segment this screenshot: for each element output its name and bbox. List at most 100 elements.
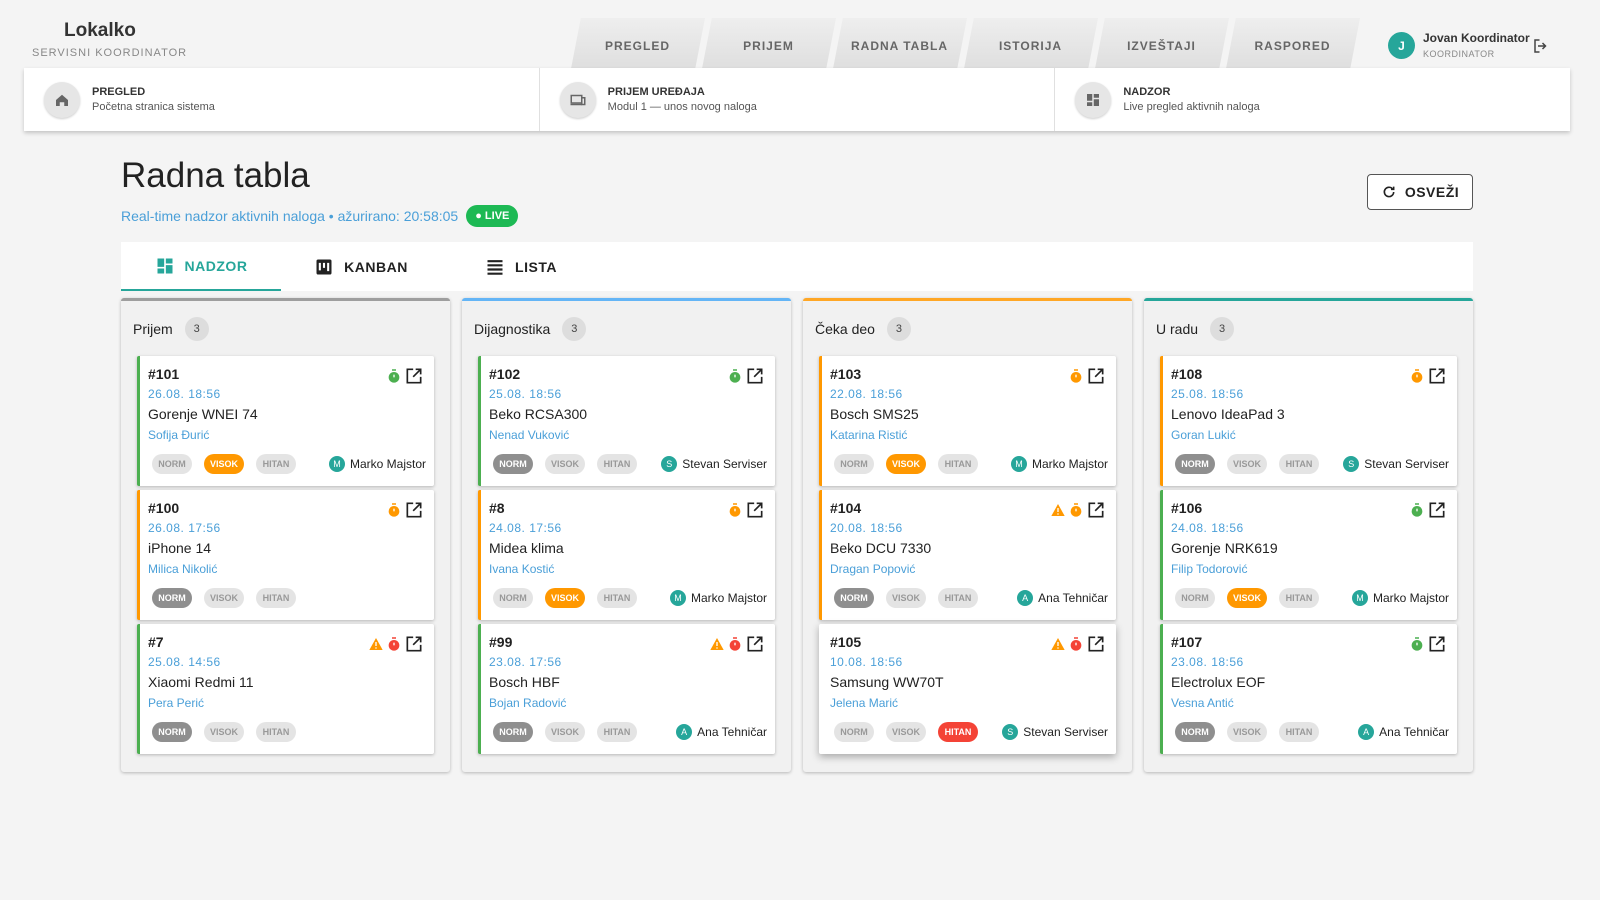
view-tab[interactable]: NADZOR <box>121 242 281 291</box>
nav-item[interactable]: PREGLED <box>570 18 705 74</box>
view-tab[interactable]: KANBAN <box>281 242 441 291</box>
work-order-card[interactable]: #105 10.08. 18:56 Samsung WW70T Jelena Mari… <box>819 624 1116 754</box>
assignee-initial: M <box>669 590 686 606</box>
priority-chip[interactable]: VISOK <box>204 454 244 474</box>
priority-chip[interactable]: HITAN <box>597 722 637 742</box>
priority-chip[interactable]: VISOK <box>886 588 926 608</box>
shortcut[interactable]: NADZOR Live pregled aktivnih naloga <box>1055 68 1570 131</box>
priority-chip[interactable]: VISOK <box>545 588 585 608</box>
work-order-card[interactable]: #106 24.08. 18:56 Gorenje NRK619 Filip Todo… <box>1160 490 1457 620</box>
priority-chip[interactable]: HITAN <box>1279 722 1319 742</box>
card-icons <box>1409 634 1447 659</box>
open-button[interactable] <box>1086 634 1106 659</box>
nav-item[interactable]: PRIJEM <box>701 18 836 74</box>
work-order-card[interactable]: #102 25.08. 18:56 Beko RCSA300 Nenad Vukovi… <box>478 356 775 486</box>
priority-chip[interactable]: HITAN <box>938 588 978 608</box>
timer <box>1070 369 1082 383</box>
priority-chip[interactable]: HITAN <box>1279 588 1319 608</box>
priority-chip[interactable]: VISOK <box>545 454 585 474</box>
priority-chip[interactable]: NORM <box>152 588 192 608</box>
priority-chip[interactable]: NORM <box>152 722 192 742</box>
priority-chip[interactable]: HITAN <box>597 454 637 474</box>
card-icons <box>1409 500 1447 525</box>
device: iPhone 14 <box>148 540 212 556</box>
open-button[interactable] <box>404 500 424 525</box>
work-order-card[interactable]: #107 23.08. 18:56 Electrolux EOF Vesna Anti… <box>1160 624 1457 754</box>
priority-chip[interactable]: VISOK <box>1227 588 1267 608</box>
priority-chip[interactable]: NORM <box>152 454 192 474</box>
shortcut[interactable]: PREGLED Početna stranica sistema <box>24 68 540 131</box>
work-order-card[interactable]: #104 20.08. 18:56 Beko DCU 7330 Dragan Popo… <box>819 490 1116 620</box>
client: Dragan Popović <box>830 562 916 576</box>
priority-chip[interactable]: HITAN <box>938 722 978 742</box>
priority-chip[interactable]: HITAN <box>938 454 978 474</box>
user-avatar[interactable]: J <box>1388 32 1415 59</box>
view-tab[interactable]: LISTA <box>441 242 601 291</box>
nav-item[interactable]: RASPORED <box>1225 18 1360 74</box>
assignee: A Ana Tehničar <box>1358 724 1449 740</box>
assignee: A Ana Tehničar <box>676 724 767 740</box>
client: Vesna Antić <box>1171 696 1234 710</box>
work-order-card[interactable]: #99 23.08. 17:56 Bosch HBF Bojan Radović NOR… <box>478 624 775 754</box>
open-button[interactable] <box>1427 366 1447 391</box>
open-button[interactable] <box>1427 634 1447 659</box>
work-order-card[interactable]: #101 26.08. 18:56 Gorenje WNEI 74 Sofija Đu… <box>137 356 434 486</box>
priority-chip[interactable]: NORM <box>1175 588 1215 608</box>
device: Samsung WW70T <box>830 674 944 690</box>
priority-chip[interactable]: VISOK <box>886 722 926 742</box>
priority-chip[interactable]: NORM <box>493 722 533 742</box>
refresh-button[interactable]: OSVEŽI <box>1367 174 1473 210</box>
open-button[interactable] <box>1427 500 1447 525</box>
priority-chip[interactable]: NORM <box>493 454 533 474</box>
work-order-card[interactable]: #100 26.08. 17:56 iPhone 14 Milica Nikolić N… <box>137 490 434 620</box>
open-button[interactable] <box>404 634 424 659</box>
nav-item[interactable]: IZVEŠTAJI <box>1094 18 1229 74</box>
open-button[interactable] <box>1086 366 1106 391</box>
timer <box>1070 503 1082 517</box>
shortcut[interactable]: PRIJEM UREĐAJA Modul 1 — unos novog nalog… <box>540 68 1056 131</box>
priority-chip[interactable]: NORM <box>834 454 874 474</box>
column-name: Čeka deo <box>815 320 875 337</box>
priority-chips: NORM VISOK HITAN <box>834 588 978 608</box>
shortcut-title: PRIJEM UREĐAJA <box>607 86 705 98</box>
priority-chip[interactable]: VISOK <box>545 722 585 742</box>
warning-icon <box>368 636 384 657</box>
priority-chip[interactable]: HITAN <box>597 588 637 608</box>
work-order-card[interactable]: #108 25.08. 18:56 Lenovo IdeaPad 3 Goran Lu… <box>1160 356 1457 486</box>
work-order-card[interactable]: #103 22.08. 18:56 Bosch SMS25 Katarina Rist… <box>819 356 1116 486</box>
priority-chip[interactable]: HITAN <box>256 722 296 742</box>
open-button[interactable] <box>745 634 765 659</box>
priority-chip[interactable]: VISOK <box>1227 722 1267 742</box>
open-button[interactable] <box>745 366 765 391</box>
work-order-card[interactable]: #7 25.08. 14:56 Xiaomi Redmi 11 Pera Perić N… <box>137 624 434 754</box>
shortcut-text: NADZOR Live pregled aktivnih naloga <box>1123 86 1259 113</box>
priority-chip[interactable]: HITAN <box>256 454 296 474</box>
card-icons <box>368 634 424 659</box>
priority-chip[interactable]: VISOK <box>886 454 926 474</box>
timer-icon <box>727 636 743 657</box>
priority-chip[interactable]: NORM <box>493 588 533 608</box>
order-id: #103 <box>830 366 862 382</box>
card-icons <box>1050 500 1106 525</box>
order-id: #107 <box>1171 634 1203 650</box>
nav-item[interactable]: ISTORIJA <box>963 18 1098 74</box>
assignee-name: Stevan Serviser <box>682 457 767 471</box>
priority-chip[interactable]: VISOK <box>204 588 244 608</box>
order-id: #100 <box>148 500 180 516</box>
nav-item[interactable]: RADNA TABLA <box>832 18 967 74</box>
open-button[interactable] <box>1086 500 1106 525</box>
timer-icon <box>727 502 743 523</box>
priority-chip[interactable]: VISOK <box>1227 454 1267 474</box>
priority-chip[interactable]: HITAN <box>256 588 296 608</box>
logout-button[interactable] <box>1532 37 1550 55</box>
open-button[interactable] <box>404 366 424 391</box>
priority-chip[interactable]: HITAN <box>1279 454 1319 474</box>
open-button[interactable] <box>745 500 765 525</box>
priority-chip[interactable]: NORM <box>1175 454 1215 474</box>
priority-chip[interactable]: NORM <box>1175 722 1215 742</box>
order-date: 24.08. 17:56 <box>489 521 562 535</box>
work-order-card[interactable]: #8 24.08. 17:56 Midea klima Ivana Kostić NOR… <box>478 490 775 620</box>
priority-chip[interactable]: NORM <box>834 722 874 742</box>
priority-chip[interactable]: VISOK <box>204 722 244 742</box>
priority-chip[interactable]: NORM <box>834 588 874 608</box>
